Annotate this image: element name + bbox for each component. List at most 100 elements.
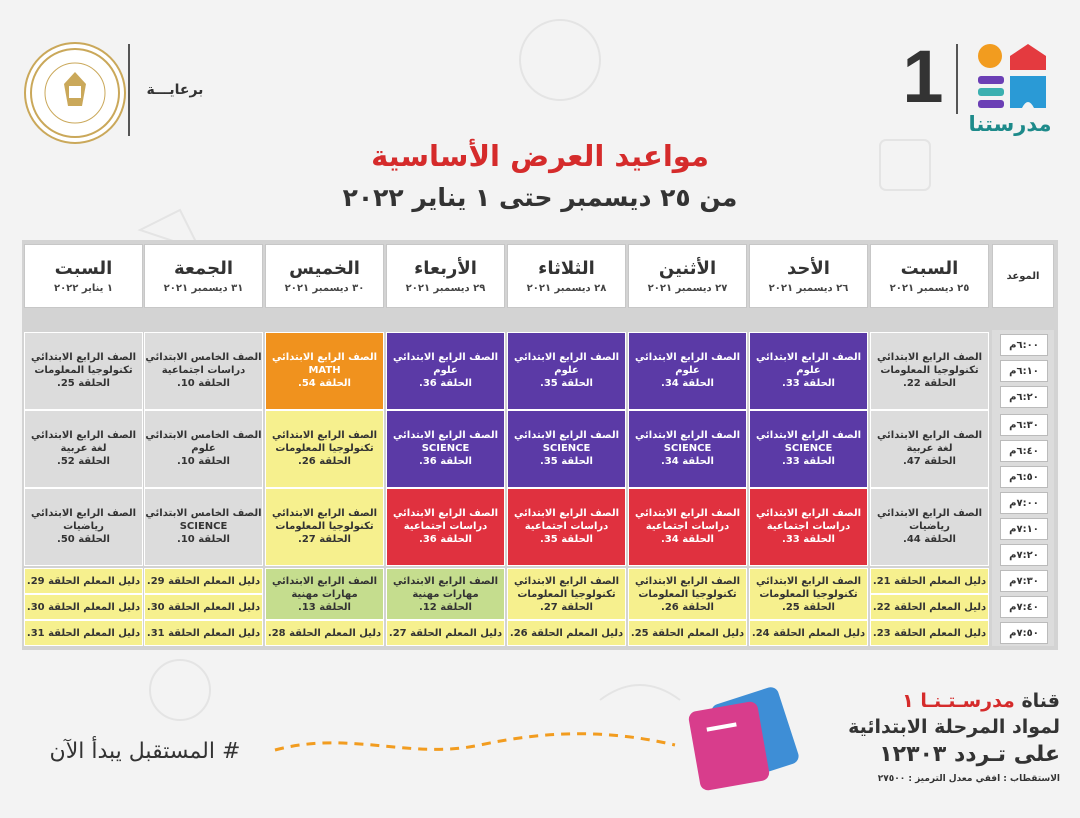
page-title: مواعيد العرض الأساسية (371, 139, 709, 173)
cell-line: الصف الرابع الابتدائي (392, 430, 499, 441)
cell-line: علوم (433, 365, 458, 376)
schedule-cell: الصف الرابع الابتدائي رياضيات الحلقة 44. (870, 488, 989, 566)
schedule-cell: الصف الرابع الابتدائي دراسات اجتماعية الحل… (628, 488, 747, 566)
time-slot: ٧:٤٠م (1000, 596, 1048, 618)
schedule-cell: الصف الرابع الابتدائي SCIENCE الحلقة 36. (386, 410, 505, 488)
cell-line: الصف الخامس الابتدائي (145, 508, 262, 519)
schedule-cell: الصف الرابع الابتدائي دراسات اجتماعية الحل… (749, 488, 868, 566)
cell-line: MATH (308, 365, 341, 376)
cell-line: الصف الرابع الابتدائي (876, 430, 983, 441)
cell-line: الحلقة 33. (782, 534, 835, 545)
day-date: ٣١ ديسمبر ٢٠٢١ (163, 283, 244, 294)
day-header: السبت ١ يناير ٢٠٢٢ (24, 244, 143, 308)
day-name: السبت (900, 258, 959, 279)
schedule-cell: الصف الرابع الابتدائي رياضيات الحلقة 50. (24, 488, 143, 566)
time-slot: ٦:٣٠م (1000, 414, 1048, 436)
schedule-cell: الصف الخامس الابتدائي SCIENCE الحلقة 10. (144, 488, 263, 566)
cell-line: الحلقة 10. (177, 378, 230, 389)
dashed-path-decoration (274, 732, 676, 752)
cell-line: دراسات اجتماعية (524, 521, 609, 532)
cell-line: الصف الرابع الابتدائي (30, 352, 137, 363)
cell-line: الصف الرابع الابتدائي (755, 575, 862, 587)
time-slot: ٦:٢٠م (1000, 386, 1048, 408)
schedule-table: الموعد السبت ٢٥ ديسمبر ٢٠٢١ الأحد ٢٦ ديسمبر… (22, 240, 1058, 650)
day-name: الخميس (289, 258, 360, 279)
schedule-cell: الصف الرابع الابتدائي تكنولوجيا المعلومات… (24, 332, 143, 410)
cell-line: الصف الرابع الابتدائي (30, 430, 137, 441)
cell-line: دراسات اجتماعية (161, 365, 246, 376)
time-slot: ٦:٠٠م (1000, 334, 1048, 356)
day-date: ٢٦ ديسمبر ٢٠٢١ (768, 283, 849, 294)
time-slot: ٧:٢٠م (1000, 544, 1048, 566)
polarization-line: الاستقطاب : افقي معدل الترميز : ٢٧٥٠٠ (877, 774, 1060, 784)
cell-line: مهارات مهنية (412, 588, 479, 600)
cell-line: الصف الخامس الابتدائي (145, 430, 262, 441)
day-date: ٣٠ ديسمبر ٢٠٢١ (284, 283, 365, 294)
cell-line: الصف الرابع الابتدائي (634, 352, 741, 363)
cell-line: الحلقة 44. (903, 534, 956, 545)
day-date: ١ يناير ٢٠٢٢ (53, 283, 114, 294)
cell-line: الحلقة 10. (177, 456, 230, 467)
day-header: الأحد ٢٦ ديسمبر ٢٠٢١ (749, 244, 868, 308)
schedule-cell: الصف الرابع الابتدائي علوم الحلقة 33. (749, 332, 868, 410)
day-name: الجمعة (173, 258, 234, 279)
cell-line: الصف الرابع الابتدائي (876, 508, 983, 519)
schedule-cell: الصف الرابع الابتدائي لغة عربية الحلقة 52. (24, 410, 143, 488)
cell-line: الصف الرابع الابتدائي (30, 508, 137, 519)
cell-line: تكنولوجيا المعلومات (759, 588, 858, 600)
cell-line: الصف الرابع الابتدائي (392, 575, 499, 587)
cell-line: الحلقة 25. (782, 601, 835, 613)
teacher-guide-cell: دليل المعلم الحلقة 30. (144, 594, 263, 620)
teacher-guide-cell: دليل المعلم الحلقة 26. (507, 620, 626, 646)
page-subtitle: من ٢٥ ديسمبر حتى ١ يناير ٢٠٢٢ (342, 183, 738, 212)
cell-line: الصف الرابع الابتدائي (392, 508, 499, 519)
header-time-label: الموعد (992, 244, 1054, 308)
day-date: ٢٧ ديسمبر ٢٠٢١ (647, 283, 728, 294)
schedule-cell: الصف الرابع الابتدائي تكنولوجيا المعلومات… (749, 568, 868, 620)
cell-line: الحلقة 33. (782, 378, 835, 389)
cell-line: الحلقة 34. (661, 456, 714, 467)
day-name: السبت (54, 258, 113, 279)
time-slot: ٧:٣٠م (1000, 570, 1048, 592)
cell-line: مهارات مهنية (291, 588, 358, 600)
cell-line: رياضيات (63, 521, 104, 532)
cell-line: الحلقة 25. (57, 378, 110, 389)
cell-line: علوم (554, 365, 579, 376)
cell-line: الحلقة 35. (540, 534, 593, 545)
cell-line: الحلقة 36. (419, 378, 472, 389)
cell-line: الصف الرابع الابتدائي (634, 575, 741, 587)
channel-subject-line: لمواد المرحلة الابتدائية (848, 716, 1060, 738)
schedule-cell: الصف الرابع الابتدائي SCIENCE الحلقة 35. (507, 410, 626, 488)
day-header: الأربعاء ٢٩ ديسمبر ٢٠٢١ (386, 244, 505, 308)
cell-line: SCIENCE (784, 443, 833, 454)
cell-line: الصف الرابع الابتدائي (271, 508, 378, 519)
schedule-cell: الصف الرابع الابتدائي SCIENCE الحلقة 34. (628, 410, 747, 488)
cell-line: الحلقة 22. (903, 378, 956, 389)
time-slot: ٦:٥٠م (1000, 466, 1048, 488)
teacher-guide-cell: دليل المعلم الحلقة 31. (24, 620, 143, 646)
day-header: الخميس ٣٠ ديسمبر ٢٠٢١ (265, 244, 384, 308)
day-header: السبت ٢٥ ديسمبر ٢٠٢١ (870, 244, 989, 308)
divider (128, 44, 130, 136)
time-column-title: الموعد (1006, 270, 1040, 282)
teacher-guide-cell: دليل المعلم الحلقة 24. (749, 620, 868, 646)
cell-line: علوم (796, 365, 821, 376)
cell-line: الحلقة 10. (177, 534, 230, 545)
day-date: ٢٩ ديسمبر ٢٠٢١ (405, 283, 486, 294)
time-column: ٦:٠٠م ٦:١٠م ٦:٢٠م ٦:٣٠م ٦:٤٠م ٦:٥٠م ٧:٠٠م ٧:١٠م… (992, 330, 1054, 646)
cell-line: تكنولوجيا المعلومات (275, 521, 374, 532)
cell-line: الصف الرابع الابتدائي (271, 575, 378, 587)
cell-line: دراسات اجتماعية (766, 521, 851, 532)
schedule-cell: الصف الرابع الابتدائي تكنولوجيا المعلومات… (870, 332, 989, 410)
day-name: الأربعاء (414, 258, 477, 279)
cell-line: علوم (675, 365, 700, 376)
notebooks-illustration-icon (688, 687, 799, 791)
cell-line: تكنولوجيا المعلومات (638, 588, 737, 600)
day-date: ٢٥ ديسمبر ٢٠٢١ (889, 283, 970, 294)
cell-line: الصف الرابع الابتدائي (513, 508, 620, 519)
cell-line: الحلقة 50. (57, 534, 110, 545)
day-header: الثلاثاء ٢٨ ديسمبر ٢٠٢١ (507, 244, 626, 308)
teacher-guide-cell: دليل المعلم الحلقة 30. (24, 594, 143, 620)
schedule-cell: الصف الرابع الابتدائي دراسات اجتماعية الحل… (386, 488, 505, 566)
day-name: الأثنين (658, 258, 717, 279)
